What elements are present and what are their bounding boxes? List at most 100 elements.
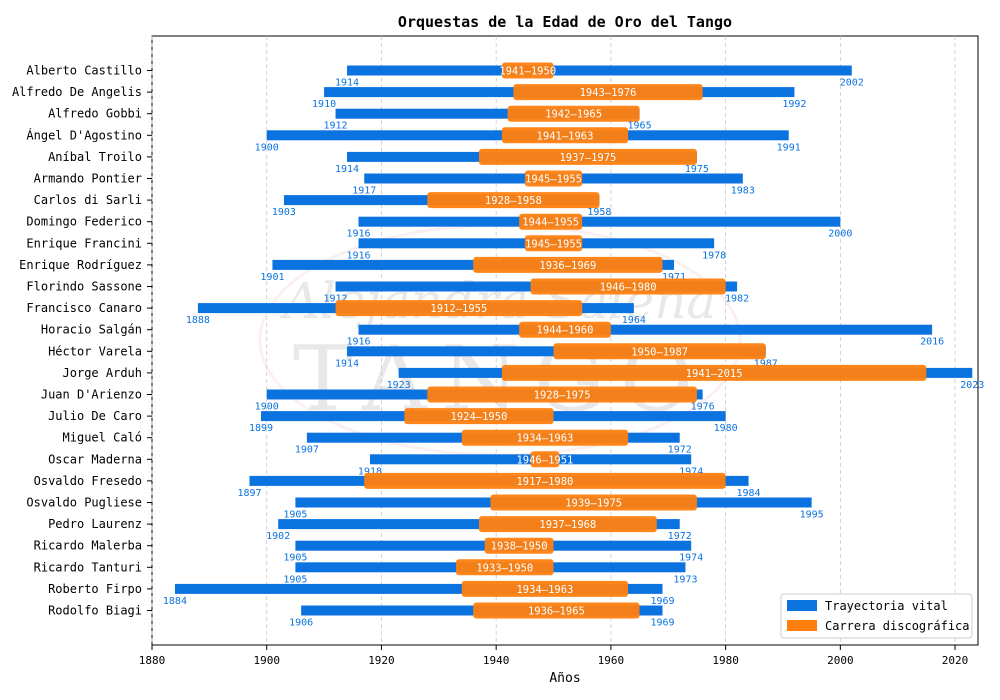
x-tick-label: 1960 [598, 654, 625, 667]
career-bar-label: 1938–1950 [491, 541, 548, 553]
death-year-label: 2000 [828, 229, 852, 240]
birth-year-label: 1912 [324, 294, 348, 305]
y-tick-label: Héctor Varela [48, 344, 142, 358]
career-bar [335, 300, 583, 317]
x-tick-label: 1880 [139, 654, 166, 667]
birth-year-label: 1905 [283, 510, 307, 521]
birth-year-label: 1914 [335, 358, 359, 369]
chart-title: Orquestas de la Edad de Oro del Tango [398, 13, 732, 31]
career-bar [427, 192, 600, 209]
career-bar-label: 1945–1955 [525, 238, 582, 250]
death-year-label: 1983 [731, 186, 755, 197]
career-bar-label: 1934–1963 [516, 584, 573, 596]
career-bar-label: 1933–1950 [476, 562, 533, 574]
y-tick-label: Florindo Sassone [26, 280, 142, 294]
career-bar-label: 1917–1980 [516, 476, 573, 488]
career-bar-label: 1942–1965 [545, 109, 602, 121]
birth-year-label: 1900 [255, 402, 279, 413]
birth-year-label: 1888 [186, 315, 210, 326]
death-year-label: 1969 [650, 618, 674, 629]
x-tick-label: 1940 [483, 654, 510, 667]
death-year-label: 1972 [668, 445, 692, 456]
x-tick-label: 1980 [712, 654, 739, 667]
career-bar [501, 127, 629, 144]
career-bar [490, 494, 697, 511]
birth-year-label: 1916 [346, 337, 370, 348]
legend-label-life: Trayectoria vital [825, 599, 948, 613]
legend-swatch-career [787, 620, 817, 631]
career-bar-label: 1950–1987 [631, 346, 688, 358]
birth-year-label: 1884 [163, 596, 187, 607]
death-year-label: 1978 [702, 250, 726, 261]
career-bar [519, 321, 611, 338]
death-year-label: 1991 [777, 142, 801, 153]
y-tick-label: Ricardo Malerba [34, 539, 142, 553]
career-bar [427, 386, 697, 403]
death-year-label: 1958 [587, 207, 611, 218]
life-bar [358, 216, 841, 227]
death-year-label: 1973 [673, 574, 697, 585]
legend-swatch-life [787, 600, 817, 611]
birth-year-label: 1918 [358, 466, 382, 477]
career-bar [478, 516, 657, 533]
death-year-label: 1974 [679, 466, 703, 477]
birth-year-label: 1917 [352, 186, 376, 197]
birth-year-label: 1914 [335, 164, 359, 175]
death-year-label: 2002 [840, 78, 864, 89]
death-year-label: 1976 [691, 402, 715, 413]
birth-year-label: 1903 [272, 207, 296, 218]
y-tick-label: Enrique Francini [26, 236, 142, 250]
birth-year-label: 1907 [295, 445, 319, 456]
y-tick-label: Alfredo De Angelis [12, 85, 142, 99]
y-tick-label: Rodolfo Biagi [48, 604, 142, 618]
birth-year-label: 1916 [346, 250, 370, 261]
y-tick-label: Ricardo Tanturi [34, 560, 142, 574]
career-bar-label: 1937–1968 [539, 519, 596, 531]
career-bar [456, 559, 554, 576]
death-year-label: 1987 [754, 358, 778, 369]
y-tick-label: Armando Pontier [34, 172, 142, 186]
y-tick-label: Miguel Caló [63, 431, 142, 445]
career-bar-label: 1941–2015 [686, 368, 743, 380]
y-tick-label: Pedro Laurenz [48, 517, 142, 531]
career-bar-label: 1941–1963 [537, 130, 594, 142]
x-axis-label: Años [549, 671, 580, 686]
y-tick-label: Julio De Caro [48, 409, 142, 423]
career-bar-label: 1939–1975 [565, 498, 622, 510]
y-tick-label: Carlos di Sarli [34, 193, 142, 207]
y-tick-label: Ángel D'Agostino [26, 127, 142, 142]
birth-year-label: 1910 [312, 99, 336, 110]
death-year-label: 1995 [800, 510, 824, 521]
career-bar [524, 170, 583, 187]
career-bar [519, 213, 583, 230]
life-bar [347, 65, 852, 76]
y-tick-label: Enrique Rodríguez [19, 258, 142, 272]
y-tick-label: Francisco Canaro [26, 301, 142, 315]
death-year-label: 1971 [662, 272, 686, 283]
death-year-label: 1984 [737, 488, 761, 499]
death-year-label: 1992 [782, 99, 806, 110]
birth-year-label: 1899 [249, 423, 273, 434]
career-bar [478, 148, 697, 165]
life-bar [174, 583, 663, 594]
death-year-label: 2023 [960, 380, 984, 391]
x-tick-label: 2020 [942, 654, 969, 667]
x-axis: 1880 1900 1920 1940 1960 1980 2000 2020 [139, 645, 969, 667]
career-bar-label: 1928–1975 [534, 390, 591, 402]
y-tick-label: Aníbal Troilo [48, 150, 142, 164]
x-tick-label: 1920 [368, 654, 395, 667]
career-bar [530, 278, 726, 295]
career-bar-label: 1946–1951 [516, 454, 573, 466]
career-bar-label: 1934–1963 [516, 433, 573, 445]
career-bar [461, 580, 629, 597]
bars: 1941–1950 1914 2002 1943–1976 1910 1992 1942–1… [163, 62, 984, 629]
career-bar-label: 1936–1965 [528, 606, 585, 618]
career-bar [501, 364, 927, 381]
career-bar-label: 1912–1955 [430, 303, 487, 315]
y-tick-label: Oscar Maderna [48, 452, 142, 466]
career-bar [473, 602, 640, 619]
career-bar [473, 256, 663, 273]
birth-year-label: 1900 [255, 142, 279, 153]
birth-year-label: 1902 [266, 531, 290, 542]
birth-year-label: 1905 [283, 574, 307, 585]
